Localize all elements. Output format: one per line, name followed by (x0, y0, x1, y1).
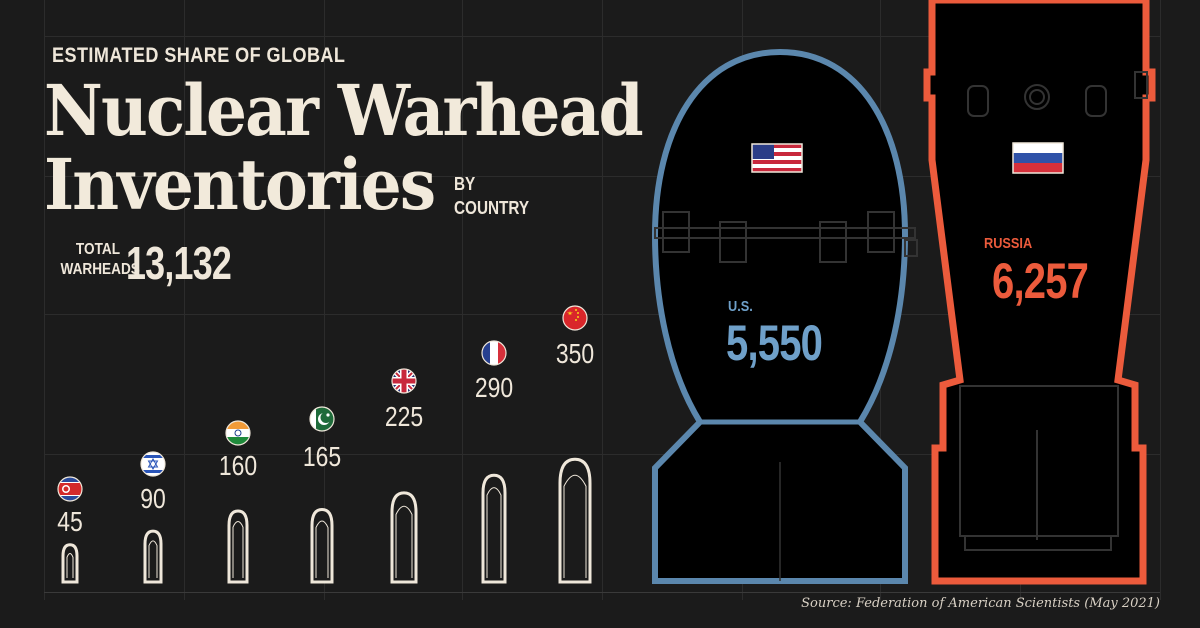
grid-line (602, 0, 603, 600)
value-label-china: 350 (555, 338, 595, 369)
missile-detail-north-korea (66, 553, 74, 578)
missile-detail-france (486, 487, 502, 578)
grid-line (44, 36, 1160, 37)
china-flag-icon (562, 305, 588, 331)
warhead-russia-base (964, 535, 1112, 551)
warhead-us-body (651, 48, 909, 584)
missile-detail-pakistan (315, 520, 329, 578)
chart-title-line2: Inventories (44, 143, 436, 226)
warhead-us (651, 48, 918, 584)
missile-body-north-korea (61, 543, 79, 584)
total-warheads-label: TOTAL WARHEADS (60, 240, 140, 280)
pakistan-flag-icon (309, 406, 335, 432)
by-country-label: BY COUNTRY (454, 172, 529, 220)
value-label-france: 290 (474, 372, 514, 403)
missile-china (558, 457, 592, 584)
total-warheads-value: 13,132 (126, 237, 232, 289)
russia-flag-icon (1012, 142, 1064, 174)
missile-uk (390, 491, 418, 584)
missile-detail-china (563, 474, 587, 578)
by-country-line2: COUNTRY (454, 198, 530, 218)
north-korea-flag-icon (57, 476, 83, 502)
warhead-russia-port (1085, 85, 1107, 117)
warhead-us-clamp (719, 221, 747, 263)
missile-body-pakistan (310, 508, 334, 584)
total-label-line2: WARHEADS (60, 261, 140, 278)
chart-subtitle: ESTIMATED SHARE OF GLOBAL (52, 44, 346, 67)
value-label-uk: 225 (384, 401, 424, 432)
warhead-russia-port (967, 85, 989, 117)
warhead-us-clamp (867, 211, 895, 253)
grid-line (44, 314, 1160, 315)
warhead-us-clamp (662, 211, 690, 253)
israel-flag-icon (140, 451, 166, 477)
grid-line (44, 0, 45, 600)
grid-line (44, 176, 1160, 177)
grid-line (44, 454, 1160, 455)
india-flag-icon (225, 420, 251, 446)
missile-pakistan (310, 508, 334, 584)
grid-line (462, 0, 463, 600)
missile-detail-india (232, 521, 244, 578)
warhead-russia-body (923, 0, 1156, 585)
baseline (44, 592, 1160, 593)
missile-france (481, 473, 507, 584)
missile-body-france (481, 473, 507, 584)
value-label-india: 160 (218, 450, 258, 481)
missile-body-israel (143, 529, 163, 584)
warhead-russia-lug (1134, 71, 1148, 99)
value-label-israel: 90 (140, 483, 166, 514)
value-label-us: 5,550 (726, 315, 823, 371)
source-note: Source: Federation of American Scientist… (801, 596, 1160, 611)
france-flag-icon (481, 340, 507, 366)
warhead-russia-hatch-inner (1029, 89, 1045, 105)
warhead-us-band (654, 227, 916, 239)
missile-detail-uk (395, 505, 413, 578)
grid-line (1160, 0, 1161, 600)
missile-body-uk (390, 491, 418, 584)
missile-israel (143, 529, 163, 584)
us-flag-icon (751, 143, 803, 173)
uk-flag-icon (391, 368, 417, 394)
warhead-russia-hatch (1024, 84, 1050, 110)
missile-detail-israel (148, 540, 158, 578)
warhead-us-clamp (819, 221, 847, 263)
warhead-russia (923, 0, 1156, 585)
russia-name-label: RUSSIA (984, 235, 1033, 252)
value-label-pakistan: 165 (302, 441, 342, 472)
missile-india (227, 509, 249, 584)
value-label-russia: 6,257 (992, 253, 1089, 309)
grid-line (184, 0, 185, 600)
us-name-label: U.S. (728, 298, 753, 315)
value-label-north-korea: 45 (57, 506, 83, 537)
chart-title-line1: Nuclear Warhead (44, 69, 644, 152)
missile-north-korea (61, 543, 79, 584)
grid-line (324, 0, 325, 600)
warhead-us-lug (904, 239, 918, 257)
missile-body-china (558, 457, 592, 584)
by-country-line1: BY (454, 174, 476, 194)
total-label-line1: TOTAL (75, 241, 120, 258)
